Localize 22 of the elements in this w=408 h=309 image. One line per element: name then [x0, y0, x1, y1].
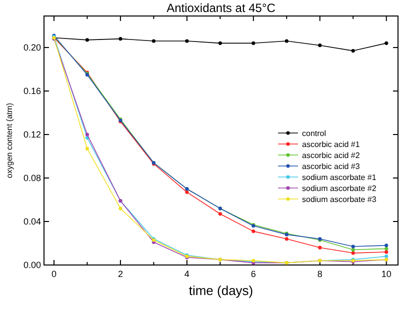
- y-tick-label: 0.08: [23, 173, 41, 184]
- y-tick-label: 0.12: [23, 130, 41, 140]
- y-axis-title: oxygen content (atm): [5, 102, 14, 178]
- legend-label: sodium ascorbate #3: [302, 195, 377, 204]
- legend-label: ascorbic acid #3: [302, 162, 360, 171]
- x-tick-label: 6: [250, 269, 256, 279]
- x-tick-label: 8: [317, 269, 322, 279]
- x-axis-title: time (days): [188, 283, 254, 298]
- legend-label: sodium ascorbate #2: [302, 184, 377, 193]
- chart-title: Antioxidants at 45°C: [166, 1, 276, 15]
- legend-label: control: [302, 129, 326, 138]
- y-tick-label: 0.04: [23, 216, 41, 227]
- y-tick-label: 0.20: [23, 42, 41, 53]
- y-tick-label: 0.00: [23, 260, 41, 270]
- x-tick-label: 0: [51, 269, 56, 279]
- x-tick-label: 4: [184, 269, 190, 279]
- legend-label: ascorbic acid #2: [302, 151, 360, 160]
- legend-label: ascorbic acid #1: [302, 140, 360, 149]
- legend-label: sodium ascorbate #1: [302, 173, 377, 182]
- y-tick-label: 0.16: [23, 86, 41, 96]
- x-tick-label: 2: [118, 269, 123, 279]
- x-tick-label: 10: [381, 269, 392, 279]
